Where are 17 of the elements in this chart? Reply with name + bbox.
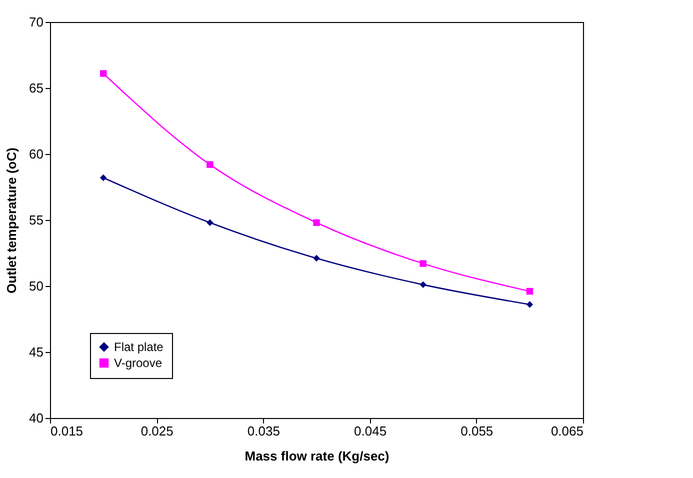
y-tick-label: 45 — [29, 344, 44, 360]
y-tick-label: 50 — [29, 278, 44, 294]
legend-label: Flat plate — [114, 340, 164, 354]
y-tick-label: 40 — [29, 410, 44, 426]
x-tick-label: 0.045 — [354, 424, 387, 438]
y-tick-label: 70 — [29, 14, 44, 30]
y-tick-label: 55 — [29, 212, 44, 228]
x-tick-label: 0.015 — [50, 424, 84, 438]
x-tick-label: 0.035 — [247, 424, 280, 438]
x-tick-label: 0.055 — [460, 424, 494, 438]
x-tick-label: 0.025 — [140, 424, 174, 438]
y-tick-label: 65 — [29, 80, 44, 96]
x-tick-label: 0.065 — [550, 424, 584, 438]
y-tick-label: 60 — [29, 146, 44, 162]
x-axis-title: Mass flow rate (Kg/sec) — [244, 448, 390, 464]
legend-label: V-groove — [114, 356, 162, 370]
y-axis-title: Outlet temperature (oC) — [4, 148, 20, 294]
